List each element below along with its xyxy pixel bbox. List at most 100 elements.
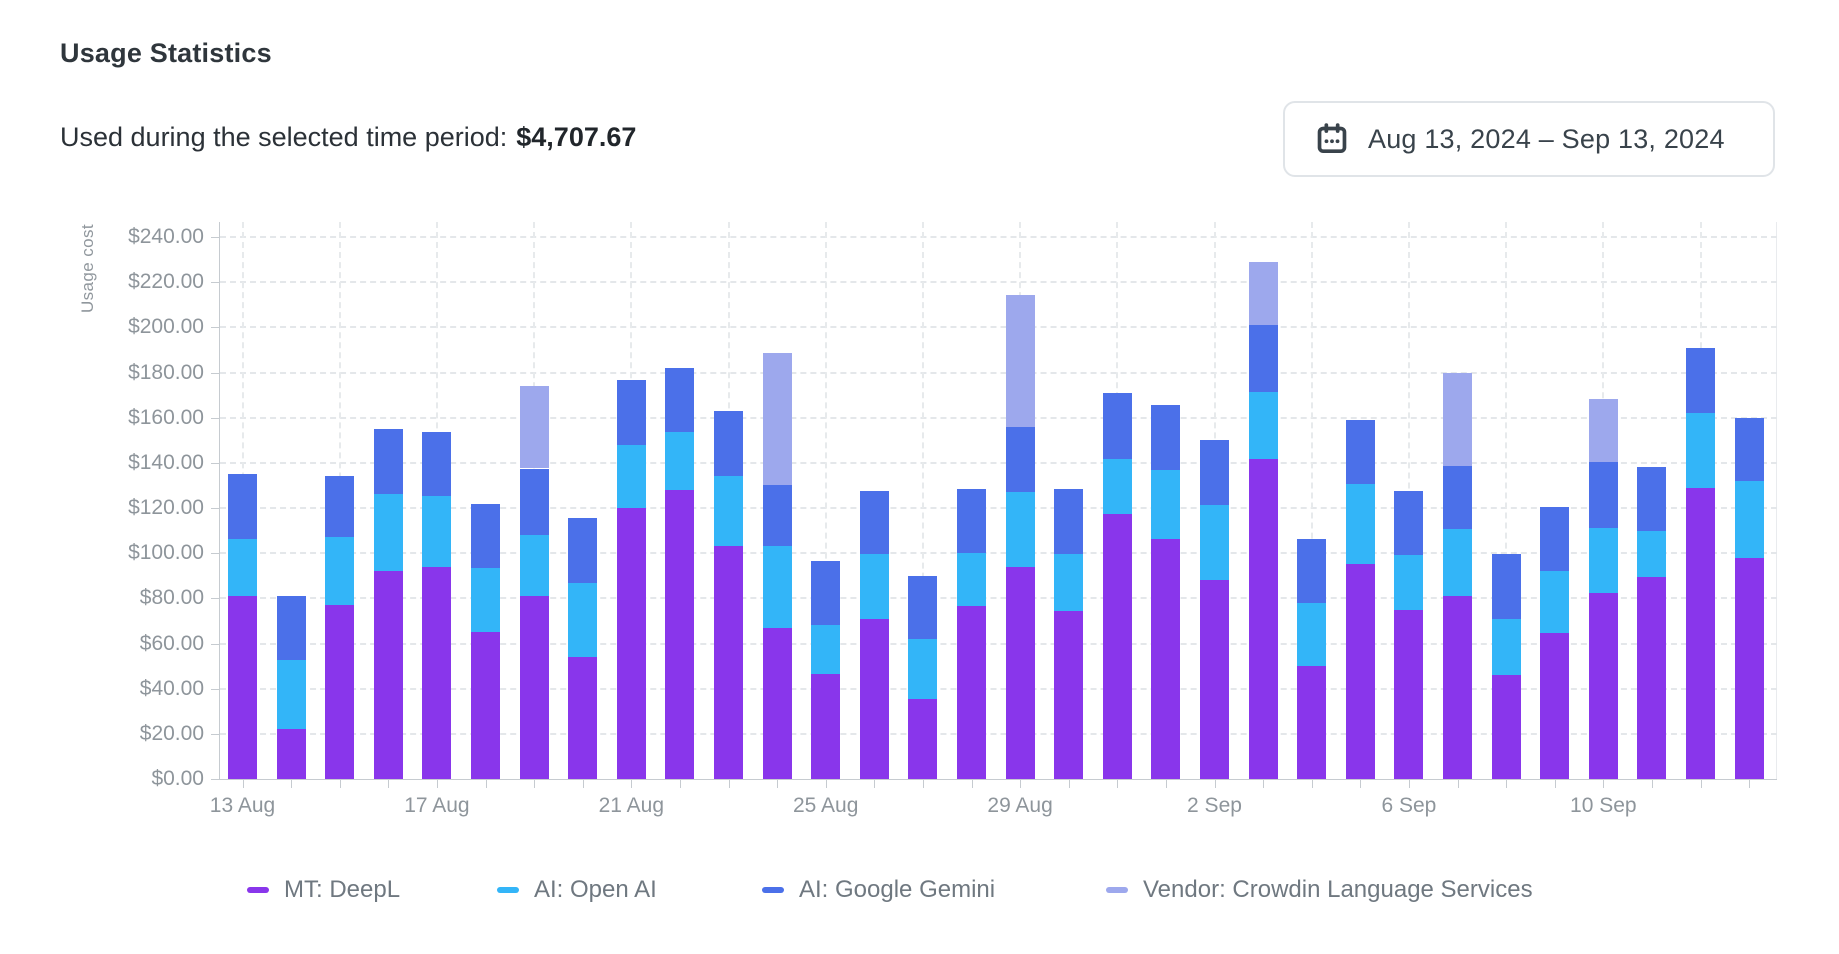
bar-segment[interactable] [1054,488,1084,555]
bar-segment[interactable] [616,380,646,445]
bar-segment[interactable] [325,537,355,606]
bar-segment[interactable] [1151,538,1181,779]
bar-4-sep[interactable] [1297,538,1327,779]
bar-segment[interactable] [1200,580,1229,779]
bar-segment[interactable] [762,546,792,628]
bar-segment[interactable] [422,566,452,779]
bar-segment[interactable] [1102,392,1132,460]
bar-segment[interactable] [276,660,306,730]
bar-18-aug[interactable] [471,503,500,779]
bar-25-aug[interactable] [811,561,841,779]
bar-segment[interactable] [1734,417,1764,481]
bar-segment[interactable] [373,571,403,779]
bar-segment[interactable] [908,639,938,699]
bar-segment[interactable] [762,353,792,486]
bar-segment[interactable] [519,596,549,779]
bar-9-sep[interactable] [1540,506,1570,779]
bar-22-aug[interactable] [665,368,695,779]
bar-segment[interactable] [1151,405,1181,470]
bar-segment[interactable] [1443,466,1472,530]
bar-1-sep[interactable] [1151,405,1181,779]
legend-item-ai-open-ai[interactable]: AI: Open AI [497,876,657,904]
bar-segment[interactable] [422,432,452,496]
bar-5-sep[interactable] [1345,419,1375,779]
bar-segment[interactable] [422,495,452,567]
bar-13-aug[interactable] [228,474,257,779]
bar-segment[interactable] [228,538,257,597]
bar-segment[interactable] [568,582,598,658]
bar-segment[interactable] [957,488,986,554]
legend-item-ai-google-gemini[interactable]: AI: Google Gemini [762,876,995,904]
bar-segment[interactable] [1394,555,1424,610]
bar-segment[interactable] [1005,492,1035,567]
bar-27-aug[interactable] [908,575,938,779]
bar-segment[interactable] [665,432,695,490]
bar-segment[interactable] [1540,506,1570,572]
bar-2-sep[interactable] [1200,440,1229,779]
bar-segment[interactable] [1102,459,1132,514]
bar-segment[interactable] [1734,480,1764,558]
bar-segment[interactable] [471,503,500,568]
bar-segment[interactable] [471,632,500,779]
bar-segment[interactable] [519,468,549,536]
bar-segment[interactable] [1248,459,1278,779]
bar-segment[interactable] [616,508,646,779]
bar-segment[interactable] [325,476,355,538]
bar-segment[interactable] [1443,372,1472,467]
bar-segment[interactable] [276,596,306,661]
bar-segment[interactable] [1540,633,1570,779]
bar-segment[interactable] [1443,529,1472,597]
bar-segment[interactable] [519,535,549,597]
bar-segment[interactable] [1345,484,1375,565]
bar-segment[interactable] [568,657,598,779]
bar-3-sep[interactable] [1248,261,1278,779]
bar-8-sep[interactable] [1491,554,1521,779]
bar-segment[interactable] [1005,294,1035,427]
bar-segment[interactable] [908,698,938,779]
bar-segment[interactable] [1248,391,1278,460]
bar-segment[interactable] [1248,261,1278,326]
bar-segment[interactable] [471,567,500,633]
bar-26-aug[interactable] [859,491,889,779]
bar-segment[interactable] [957,606,986,779]
bar-segment[interactable] [1102,513,1132,779]
bar-segment[interactable] [228,474,257,539]
bar-7-sep[interactable] [1443,372,1472,779]
bar-segment[interactable] [762,485,792,547]
bar-segment[interactable] [1151,469,1181,539]
bar-segment[interactable] [1054,554,1084,611]
bar-segment[interactable] [1200,504,1229,581]
bar-17-aug[interactable] [422,432,452,779]
bar-segment[interactable] [1394,491,1424,556]
bar-segment[interactable] [616,444,646,508]
legend-item-vendor-crowdin-language-services[interactable]: Vendor: Crowdin Language Services [1106,876,1533,904]
legend-item-mt-deepl[interactable]: MT: DeepL [247,876,400,904]
date-range-picker[interactable]: Aug 13, 2024 – Sep 13, 2024 [1283,101,1775,177]
bar-segment[interactable] [1297,602,1327,667]
bar-segment[interactable] [1588,461,1618,529]
bar-segment[interactable] [1394,609,1424,779]
bar-21-aug[interactable] [616,380,646,779]
bar-31-aug[interactable] [1102,392,1132,779]
bar-20-aug[interactable] [568,518,598,779]
bar-23-aug[interactable] [714,410,743,779]
bar-segment[interactable] [859,618,889,779]
bar-29-aug[interactable] [1005,294,1035,779]
bar-segment[interactable] [1443,596,1472,779]
bar-segment[interactable] [1005,426,1035,493]
bar-24-aug[interactable] [762,353,792,779]
bar-12-sep[interactable] [1686,347,1715,779]
bar-segment[interactable] [714,546,743,779]
bar-segment[interactable] [1637,530,1667,577]
bar-28-aug[interactable] [957,488,986,779]
bar-segment[interactable] [811,625,841,674]
bar-segment[interactable] [714,410,743,477]
bar-segment[interactable] [908,575,938,639]
bar-30-aug[interactable] [1054,488,1084,779]
bar-segment[interactable] [519,386,549,469]
bar-segment[interactable] [568,518,598,583]
bar-16-aug[interactable] [373,428,403,779]
bar-segment[interactable] [762,627,792,779]
bar-segment[interactable] [1637,576,1667,779]
bar-segment[interactable] [1588,528,1618,593]
